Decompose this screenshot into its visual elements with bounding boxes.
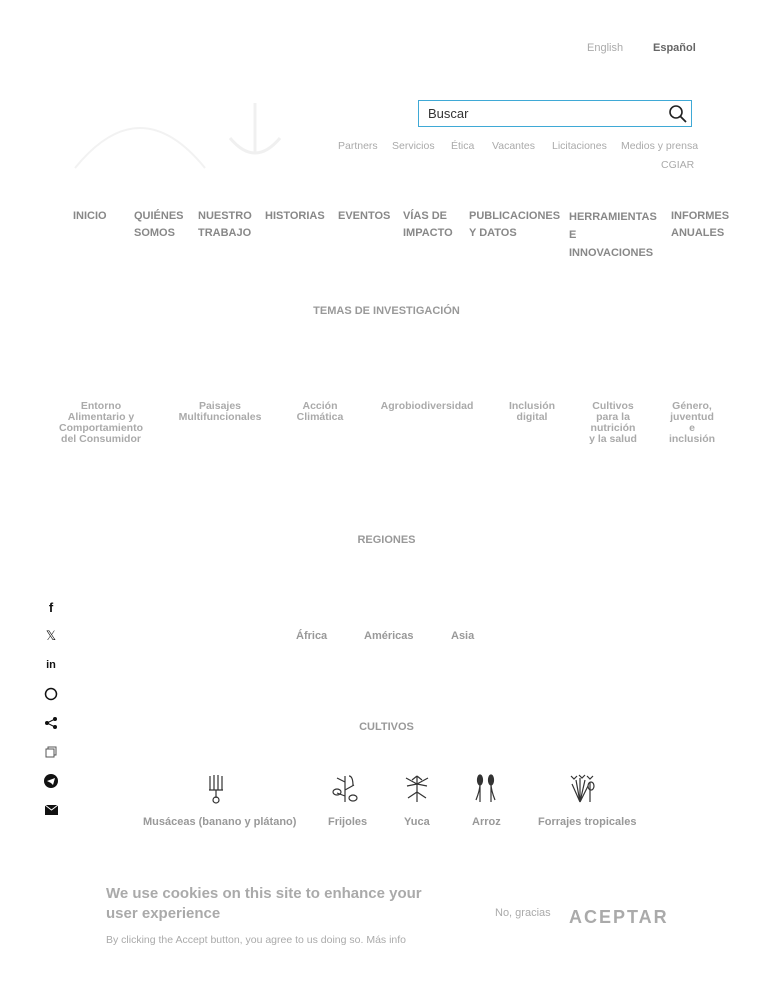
cassava-icon xyxy=(405,775,429,802)
lang-english[interactable]: English xyxy=(587,42,624,54)
topic-paisajes[interactable]: Paisajes Multifuncionales xyxy=(178,400,262,423)
nav-quienes-somos[interactable]: QUIÉNES SOMOS xyxy=(134,210,184,239)
cookie-accept-button[interactable]: ACEPTAR xyxy=(569,907,669,927)
telegram-icon[interactable] xyxy=(42,772,60,790)
link-cgiar[interactable]: CGIAR xyxy=(661,159,695,171)
cookie-more-info-link[interactable]: Más info xyxy=(366,934,407,946)
link-vacantes[interactable]: Vacantes xyxy=(492,140,535,152)
section-title-crops: CULTIVOS xyxy=(359,721,414,733)
nav-herramientas[interactable]: HERRAMIENTAS E INNOVACIONES xyxy=(569,211,657,259)
region-africa[interactable]: África xyxy=(296,630,328,642)
search-input[interactable]: Buscar xyxy=(418,100,692,127)
banana-icon xyxy=(209,775,223,804)
nav-publicaciones[interactable]: PUBLICACIONES Y DATOS xyxy=(469,210,561,239)
crop-yuca[interactable]: Yuca xyxy=(404,816,430,828)
link-partners[interactable]: Partners xyxy=(338,140,378,152)
forage-icon xyxy=(570,774,595,803)
topic-cultivos-nutricion[interactable]: Cultivos para la nutrición y la salud xyxy=(589,400,637,445)
cookie-text-body: By clicking the Accept button, you agree… xyxy=(106,934,364,946)
bean-plant-icon xyxy=(332,775,358,802)
linkedin-icon[interactable]: in xyxy=(46,659,56,671)
rice-icon xyxy=(475,774,496,802)
search-icon[interactable] xyxy=(668,104,688,124)
cookie-title: We use cookies on this site to enhance y… xyxy=(106,885,422,922)
topic-agrobiodiversidad[interactable]: Agrobiodiversidad xyxy=(380,400,474,412)
link-etica[interactable]: Ética xyxy=(451,140,475,152)
section-title-regions: REGIONES xyxy=(357,534,416,546)
topic-genero[interactable]: Género, juventud e inclusión xyxy=(668,400,716,445)
share-icon[interactable] xyxy=(42,714,60,732)
topic-inclusion-digital[interactable]: Inclusión digital xyxy=(508,400,556,423)
lang-espanol[interactable]: Español xyxy=(653,42,696,54)
nav-historias[interactable]: HISTORIAS xyxy=(265,210,325,222)
crop-arroz[interactable]: Arroz xyxy=(472,816,501,828)
nav-informes[interactable]: INFORMES ANUALES xyxy=(671,210,730,239)
nav-inicio[interactable]: INICIO xyxy=(73,210,107,222)
link-medios[interactable]: Medios y prensa xyxy=(621,140,699,152)
crop-forrajes[interactable]: Forrajes tropicales xyxy=(538,816,637,828)
section-title-topics: TEMAS DE INVESTIGACIÓN xyxy=(313,305,460,317)
nav-vias-impacto[interactable]: VÍAS DE IMPACTO xyxy=(403,210,453,239)
copy-icon[interactable] xyxy=(42,743,60,761)
x-icon[interactable]: 𝕏 xyxy=(45,628,57,643)
facebook-icon[interactable]: f xyxy=(48,599,54,615)
search-placeholder: Buscar xyxy=(428,106,469,121)
cookie-text: By clicking the Accept button, you agree… xyxy=(106,934,406,946)
email-icon[interactable] xyxy=(42,801,60,819)
topic-accion-climatica[interactable]: Acción Climática xyxy=(296,400,344,423)
cookie-decline-button[interactable]: No, gracias xyxy=(495,907,551,919)
crop-musaceas[interactable]: Musáceas (banano y plátano) xyxy=(143,816,297,828)
region-americas[interactable]: Américas xyxy=(364,630,414,642)
region-asia[interactable]: Asia xyxy=(451,630,475,642)
whatsapp-icon[interactable] xyxy=(42,685,60,703)
alliance-logo-icon xyxy=(74,103,282,169)
crop-frijoles[interactable]: Frijoles xyxy=(328,816,368,828)
logo[interactable] xyxy=(70,98,290,173)
nav-eventos[interactable]: EVENTOS xyxy=(338,210,391,222)
nav-nuestro-trabajo[interactable]: NUESTRO TRABAJO xyxy=(198,210,252,239)
topic-entorno[interactable]: Entorno Alimentario y Comportamiento del… xyxy=(59,400,143,445)
link-licitaciones[interactable]: Licitaciones xyxy=(552,140,607,152)
link-servicios[interactable]: Servicios xyxy=(392,140,435,152)
